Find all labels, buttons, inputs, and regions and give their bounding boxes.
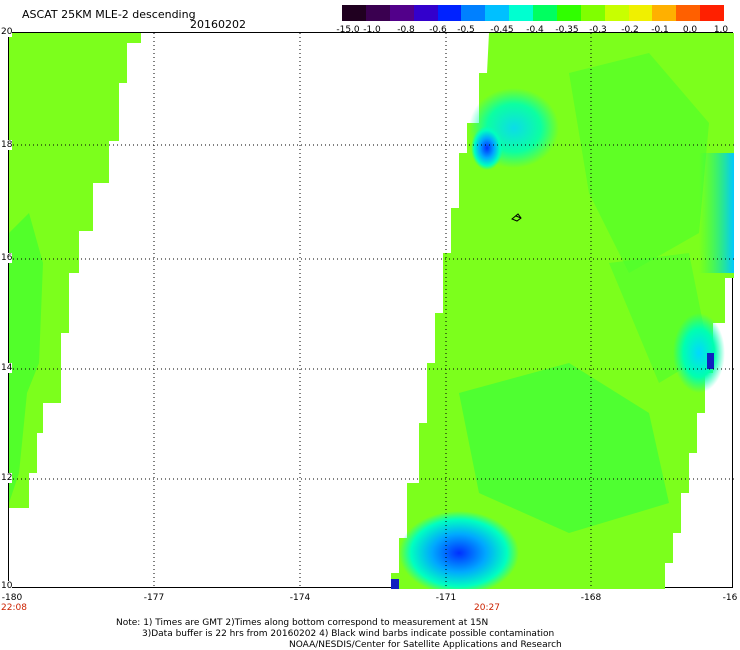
color-scale-label: -0.5 — [457, 25, 475, 35]
color-scale-label: -0.2 — [621, 25, 639, 35]
color-scale-segment — [342, 5, 366, 21]
lat-label-18: 18 — [1, 140, 13, 150]
lat-label-12: 12 — [1, 473, 13, 483]
right-swath-shade-2 — [459, 363, 669, 533]
map-title: ASCAT 25KM MLE-2 descending — [22, 8, 196, 21]
time-label-right: 20:27 — [474, 603, 500, 613]
lat-label-10: 10 — [1, 581, 13, 591]
color-scale-segment — [389, 5, 414, 21]
color-scale-label: -0.6 — [429, 25, 447, 35]
color-scale-segment — [556, 5, 581, 21]
color-scale-label: -0.8 — [397, 25, 415, 35]
lon-label-165: -16 — [722, 593, 738, 603]
note-line-2: 3)Data buffer is 22 hrs from 20160202 4)… — [142, 629, 555, 639]
color-scale-labels: -15.0 -1.0 -0.8 -0.6 -0.5 -0.45 -0.4 -0.35 -0.3 -… — [0, 25, 740, 39]
color-scale-segment — [652, 5, 677, 21]
left-swath — [9, 33, 141, 508]
color-scale-segment — [509, 5, 533, 21]
color-scale-segment — [461, 5, 486, 21]
map-plot-area — [8, 32, 734, 589]
wind-barb-mark — [511, 213, 522, 222]
lon-label-177: -177 — [143, 593, 165, 603]
lon-label-180: -180 — [1, 593, 23, 603]
lat-label-14: 14 — [1, 363, 13, 373]
color-scale-segment — [365, 5, 390, 21]
color-scale-label: -0.3 — [589, 25, 607, 35]
lat-label-20: 20 — [1, 27, 13, 37]
color-scale-segment — [533, 5, 557, 21]
cyan-region-east — [673, 313, 725, 393]
color-scale-label: -0.4 — [526, 25, 544, 35]
time-label-left: 22:08 — [1, 603, 27, 613]
dark-blue-pixel-1 — [391, 579, 399, 589]
grid-lines — [9, 33, 734, 589]
note-line-3: NOAA/NESDIS/Center for Satellite Applica… — [289, 640, 562, 650]
color-scale-segment — [676, 5, 701, 21]
right-swath-shade-1 — [569, 53, 709, 273]
lon-label-168: -168 — [580, 593, 602, 603]
color-scale-segment — [604, 5, 629, 21]
color-scale-bar — [342, 5, 724, 21]
lon-label-174: -174 — [289, 593, 311, 603]
color-scale-label: 1.0 — [713, 25, 729, 35]
color-scale-segment — [437, 5, 462, 21]
blue-region-north — [471, 126, 503, 170]
color-scale-segment — [485, 5, 510, 21]
color-scale-label: -0.45 — [490, 25, 514, 35]
note-line-1: Note: 1) Times are GMT 2)Times along bot… — [116, 618, 489, 628]
color-scale-label: 0.0 — [682, 25, 698, 35]
lon-label-171: -171 — [435, 593, 457, 603]
color-scale-segment — [628, 5, 653, 21]
blue-region-south — [399, 511, 519, 589]
map-date: 20160202 — [190, 18, 246, 31]
color-scale-label: -0.35 — [555, 25, 579, 35]
color-scale-segment — [413, 5, 438, 21]
dark-blue-pixel-2 — [707, 353, 714, 369]
color-scale-segment — [580, 5, 605, 21]
color-scale-label: -0.1 — [651, 25, 669, 35]
swath-map — [9, 33, 734, 589]
color-scale-label: -1.0 — [363, 25, 381, 35]
right-edge-band — [699, 153, 734, 273]
color-scale-segment — [700, 5, 724, 21]
lat-label-16: 16 — [1, 253, 13, 263]
left-swath-shade — [9, 213, 43, 503]
color-scale-label: -15.0 — [336, 25, 360, 35]
